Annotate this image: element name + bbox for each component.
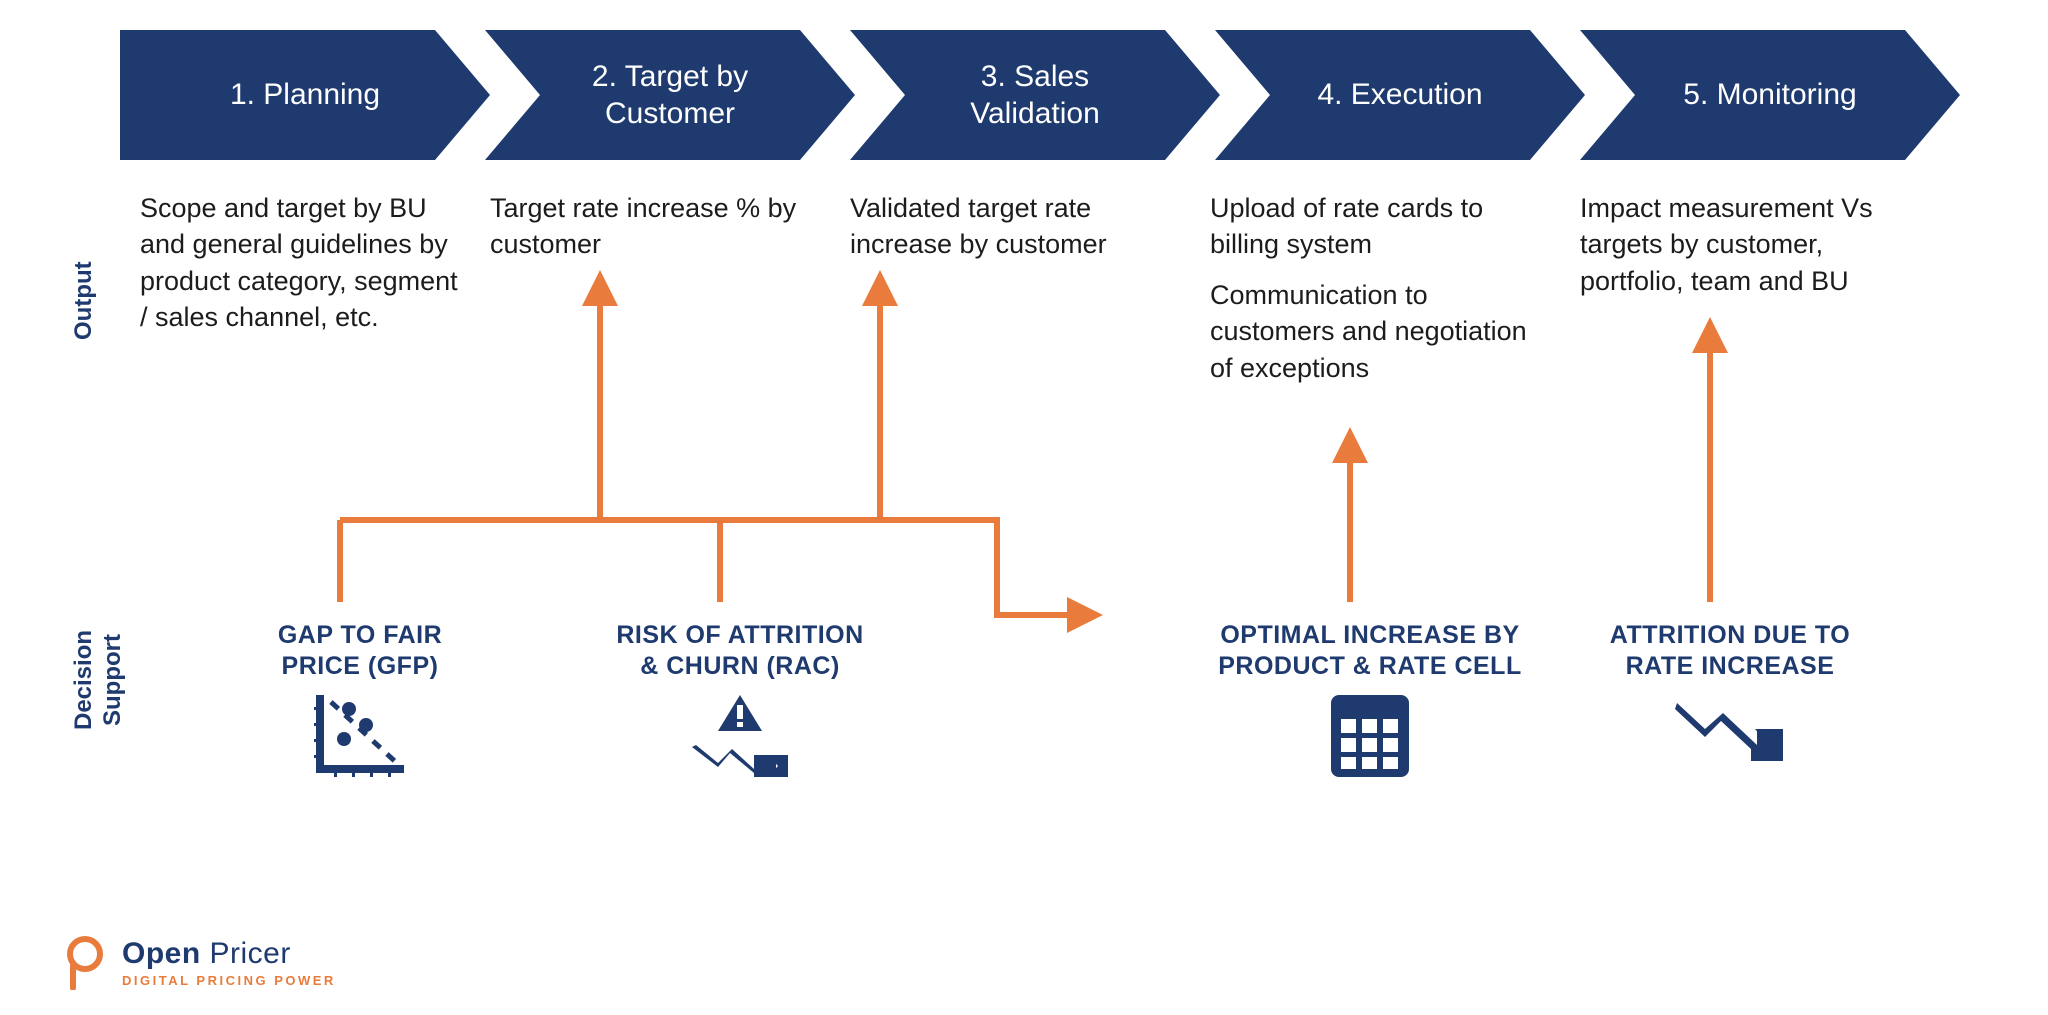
- chevron-step-5: 5. Monitoring: [1580, 30, 1960, 160]
- decision-support-row: GAP TO FAIR PRICE (GFP): [120, 620, 1980, 840]
- brand-logo-text: Open Pricer DIGITAL PRICING POWER: [122, 937, 336, 988]
- chevron-step-1: 1. Planning: [120, 30, 490, 160]
- process-chevron-row: 1. Planning 2. Target byCustomer 3. Sale…: [120, 30, 1960, 160]
- decision-title-rac: RISK OF ATTRITION & CHURN (RAC): [590, 620, 890, 683]
- brand-name: Open Pricer: [122, 937, 336, 971]
- chevron-step-4: 4. Execution: [1215, 30, 1585, 160]
- decision-item-attrition: ATTRITION DUE TO RATE INCREASE: [1590, 620, 1870, 765]
- chevron-label-1: 1. Planning: [220, 76, 390, 114]
- grid-icon: [1210, 695, 1530, 777]
- output-text-2: Target rate increase % by customer: [490, 193, 796, 259]
- row-label-output: Output: [70, 261, 98, 340]
- trend-down-icon: [1590, 695, 1870, 765]
- row-label-decision: DecisionSupport: [70, 610, 128, 750]
- output-row: Scope and target by BU and general guide…: [120, 190, 1980, 430]
- output-text-4b: Communication to customers and negotiati…: [1210, 280, 1527, 383]
- decision-item-rac: RISK OF ATTRITION & CHURN (RAC): [590, 620, 890, 777]
- output-1: Scope and target by BU and general guide…: [140, 190, 470, 336]
- scatter-chart-icon: [220, 695, 500, 777]
- brand-logo: Open Pricer DIGITAL PRICING POWER: [60, 934, 336, 990]
- output-4: Upload of rate cards to billing system C…: [1210, 190, 1530, 386]
- output-text-3: Validated target rate increase by custom…: [850, 193, 1107, 259]
- output-text-4a: Upload of rate cards to billing system: [1210, 193, 1483, 259]
- output-5: Impact measurement Vs targets by custome…: [1580, 190, 1920, 299]
- decision-item-gfp: GAP TO FAIR PRICE (GFP): [220, 620, 500, 777]
- decision-item-optimal: OPTIMAL INCREASE BY PRODUCT & RATE CELL: [1210, 620, 1530, 777]
- chevron-step-2: 2. Target byCustomer: [485, 30, 855, 160]
- decision-title-optimal: OPTIMAL INCREASE BY PRODUCT & RATE CELL: [1210, 620, 1530, 683]
- chevron-step-3: 3. SalesValidation: [850, 30, 1220, 160]
- chevron-label-4: 4. Execution: [1307, 76, 1492, 114]
- diagram-container: 1. Planning 2. Target byCustomer 3. Sale…: [100, 30, 1980, 980]
- chevron-label-2: 2. Target byCustomer: [582, 58, 758, 133]
- open-pricer-logo-icon: [60, 934, 110, 990]
- output-text-5: Impact measurement Vs targets by custome…: [1580, 193, 1873, 296]
- chevron-label-5: 5. Monitoring: [1673, 76, 1866, 114]
- chevron-label-3: 3. SalesValidation: [960, 58, 1110, 133]
- decision-title-gfp: GAP TO FAIR PRICE (GFP): [220, 620, 500, 683]
- output-2: Target rate increase % by customer: [490, 190, 810, 263]
- decision-title-attrition: ATTRITION DUE TO RATE INCREASE: [1590, 620, 1870, 683]
- risk-warning-icon: [590, 695, 890, 777]
- output-text-1: Scope and target by BU and general guide…: [140, 193, 458, 332]
- output-3: Validated target rate increase by custom…: [850, 190, 1170, 263]
- brand-tagline: DIGITAL PRICING POWER: [122, 973, 336, 988]
